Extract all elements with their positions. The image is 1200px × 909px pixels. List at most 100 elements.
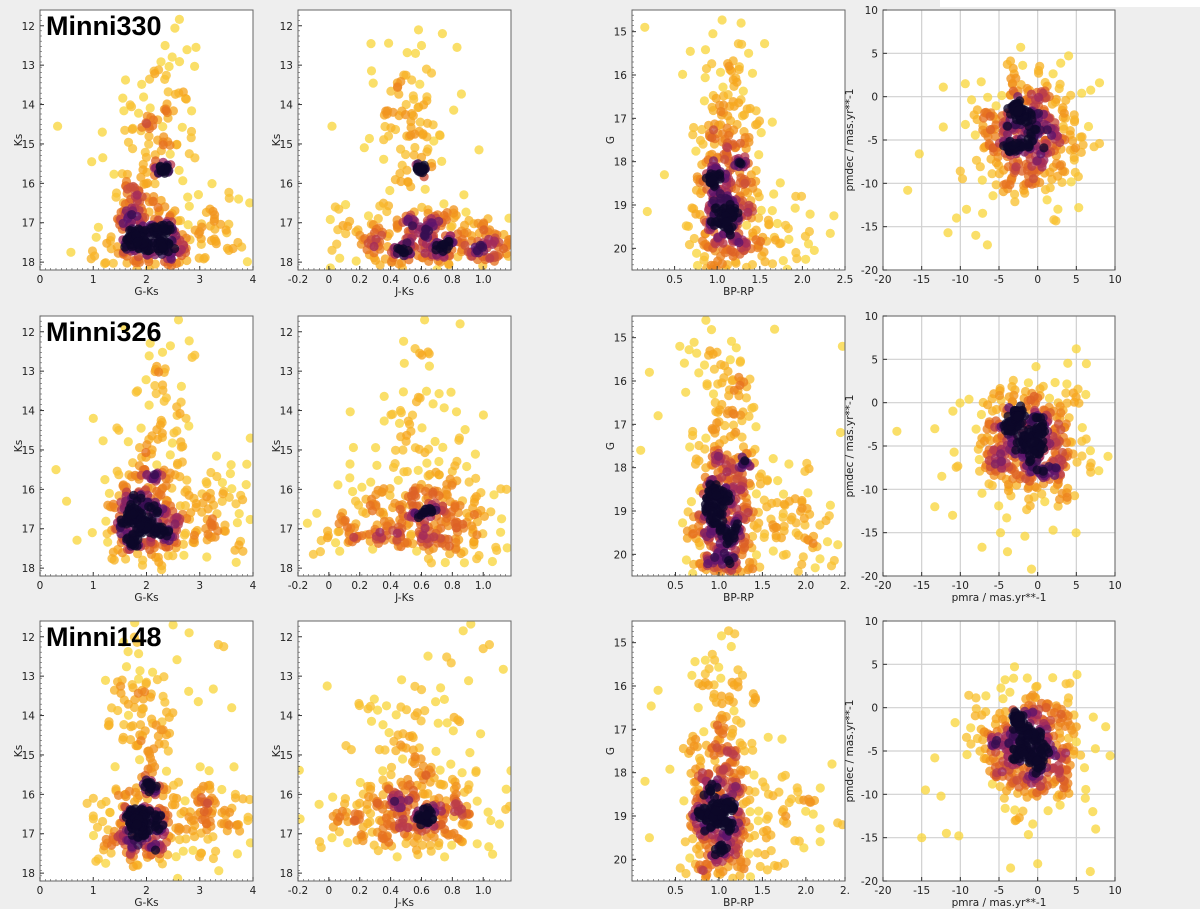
data-point: [214, 866, 224, 876]
data-point: [228, 243, 238, 254]
y-tick-label: 17: [22, 829, 35, 841]
data-point: [783, 223, 793, 234]
data-point: [135, 666, 145, 676]
x-tick-label: 4: [250, 274, 257, 286]
data-point: [331, 538, 341, 548]
data-point: [960, 119, 971, 130]
data-point: [914, 149, 924, 159]
data-point: [138, 555, 148, 565]
y-axis-label: pmdec / mas.yr**-1: [844, 395, 856, 498]
data-point: [695, 559, 705, 569]
data-point: [829, 555, 839, 566]
data-point: [707, 133, 717, 143]
data-point: [692, 348, 702, 358]
data-point: [440, 557, 450, 568]
data-point: [163, 850, 173, 860]
data-point: [118, 93, 128, 103]
data-point: [752, 119, 762, 129]
data-point: [462, 461, 472, 472]
data-point: [1055, 494, 1065, 504]
data-point: [112, 423, 122, 433]
data-points: [892, 344, 1113, 574]
data-point: [1074, 203, 1084, 213]
data-point: [391, 445, 401, 455]
data-point: [203, 504, 213, 514]
x-tick-label: 0.5: [667, 580, 684, 592]
data-point: [1048, 525, 1058, 535]
data-point: [190, 61, 200, 71]
data-point: [51, 465, 61, 475]
x-tick-label: 10: [1108, 580, 1121, 592]
data-point: [464, 676, 474, 686]
data-point: [784, 459, 794, 469]
x-tick-label: -10: [952, 274, 969, 286]
data-point: [796, 191, 807, 201]
y-tick-label: 20: [614, 243, 627, 255]
data-point: [951, 213, 962, 223]
data-point: [797, 503, 807, 513]
data-point: [136, 423, 146, 433]
data-point: [97, 127, 107, 137]
data-point: [135, 755, 145, 765]
data-point: [398, 754, 408, 764]
data-points: [640, 15, 839, 270]
data-point: [156, 57, 166, 67]
scatter-panel: 0.5 1.0 1.5 2.0 2.5 15 16 17 18 19 20 BP-RP G: [605, 9, 853, 298]
data-point: [791, 518, 801, 528]
y-tick-label: 16: [22, 484, 36, 496]
data-point: [203, 798, 213, 808]
data-point: [181, 824, 192, 834]
data-point: [713, 451, 724, 461]
data-point: [351, 496, 361, 506]
data-point: [195, 762, 205, 772]
data-point: [1081, 389, 1091, 400]
data-point: [150, 69, 160, 79]
data-point: [748, 564, 758, 574]
data-point: [688, 130, 698, 140]
data-point: [1033, 65, 1044, 76]
y-tick-label: -10: [861, 484, 878, 496]
data-point: [983, 400, 993, 410]
data-point: [688, 430, 698, 441]
data-point: [396, 144, 406, 154]
y-tick-label: 15: [22, 139, 35, 151]
data-point: [132, 190, 142, 200]
data-point: [407, 221, 418, 231]
data-point: [694, 368, 704, 378]
data-point: [208, 832, 218, 842]
data-point: [191, 42, 201, 53]
data-point: [1062, 398, 1072, 408]
y-tick-label: 14: [22, 100, 36, 112]
data-point: [420, 248, 430, 258]
data-point: [472, 530, 482, 540]
data-point: [245, 514, 253, 525]
data-point: [399, 467, 409, 477]
x-tick-label: 5: [1073, 274, 1080, 286]
data-point: [379, 154, 389, 164]
data-point: [396, 408, 406, 418]
data-point: [982, 240, 993, 250]
data-point: [1085, 462, 1095, 472]
data-point: [452, 523, 462, 533]
y-tick-label: 17: [22, 218, 35, 230]
data-point: [407, 497, 417, 507]
data-point: [160, 202, 170, 212]
data-point: [165, 140, 175, 150]
y-tick-label: 18: [22, 868, 35, 880]
y-tick-label: 16: [22, 178, 36, 190]
x-tick-label: 2.: [840, 580, 850, 592]
data-points: [298, 621, 511, 862]
data-point: [217, 478, 227, 488]
y-axis-label: Ks: [13, 745, 25, 757]
y-tick-label: 15: [280, 445, 293, 457]
x-tick-label: 10: [1108, 274, 1121, 286]
data-point: [176, 381, 186, 391]
data-point: [470, 449, 480, 459]
data-point: [414, 444, 424, 454]
y-axis-label: Ks: [13, 440, 25, 452]
data-point: [322, 533, 333, 543]
data-point: [472, 796, 482, 806]
data-point: [756, 205, 766, 215]
data-point: [393, 475, 403, 485]
data-point: [1069, 152, 1079, 162]
